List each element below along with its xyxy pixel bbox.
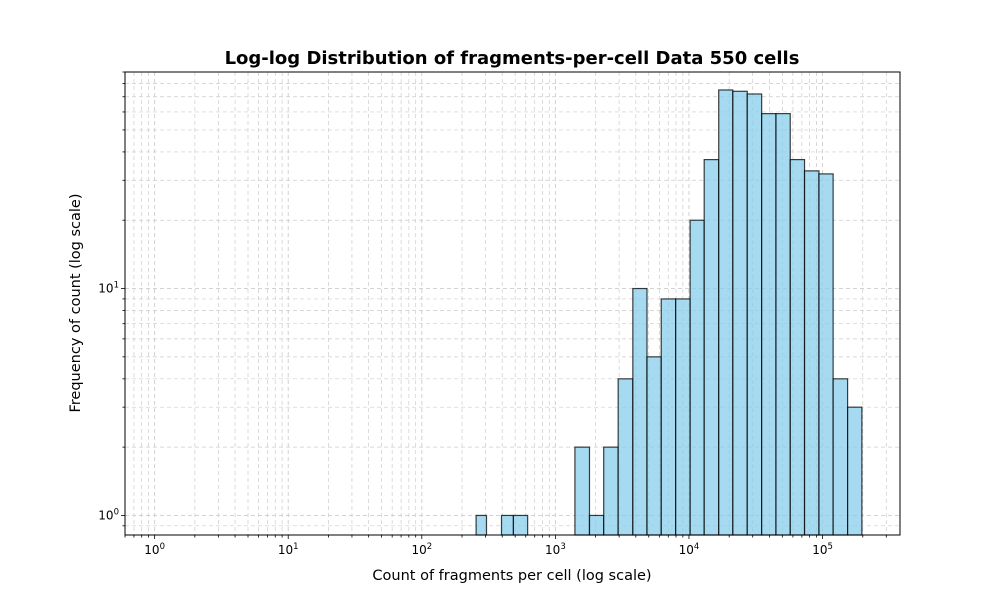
x-tick-label: 105: [812, 542, 833, 557]
y-tick-label: 101: [98, 281, 119, 296]
histogram-bar: [832, 378, 849, 536]
histogram-bar: [512, 514, 529, 536]
histogram-bar: [818, 173, 834, 536]
histogram-bar: [746, 93, 763, 536]
histogram-bar: [632, 287, 648, 536]
histogram-bar: [574, 446, 591, 536]
histogram-bar: [775, 113, 791, 536]
histogram-bar: [803, 170, 820, 536]
chart-title: Log-log Distribution of fragments-per-ce…: [225, 48, 800, 69]
x-tick-label: 101: [278, 542, 299, 557]
x-tick-label: 100: [144, 542, 165, 557]
histogram-bar: [847, 406, 863, 536]
histogram-bar: [646, 356, 662, 536]
histogram-bar: [603, 446, 619, 536]
x-tick-label: 102: [411, 542, 432, 557]
histogram-bar: [475, 514, 488, 536]
histogram-bar: [718, 89, 734, 536]
histogram-bar: [660, 298, 677, 536]
histogram-bar: [500, 514, 515, 536]
histogram-bar: [761, 113, 777, 536]
bars: [475, 89, 863, 536]
x-tick-label: 103: [545, 542, 566, 557]
x-tick-label: 104: [679, 542, 700, 557]
y-tick-label: 100: [98, 507, 119, 522]
histogram-bar: [732, 90, 748, 536]
histogram-bar: [703, 158, 720, 536]
y-axis-label: Frequency of count (log scale): [68, 193, 84, 412]
histogram-bar: [617, 378, 634, 536]
plot-frame: [124, 71, 901, 536]
histogram-bar: [675, 298, 691, 536]
histogram-bar: [588, 514, 605, 536]
histogram-bar: [689, 219, 705, 536]
histogram-bar: [789, 158, 806, 536]
x-axis-label: Count of fragments per cell (log scale): [372, 568, 651, 584]
